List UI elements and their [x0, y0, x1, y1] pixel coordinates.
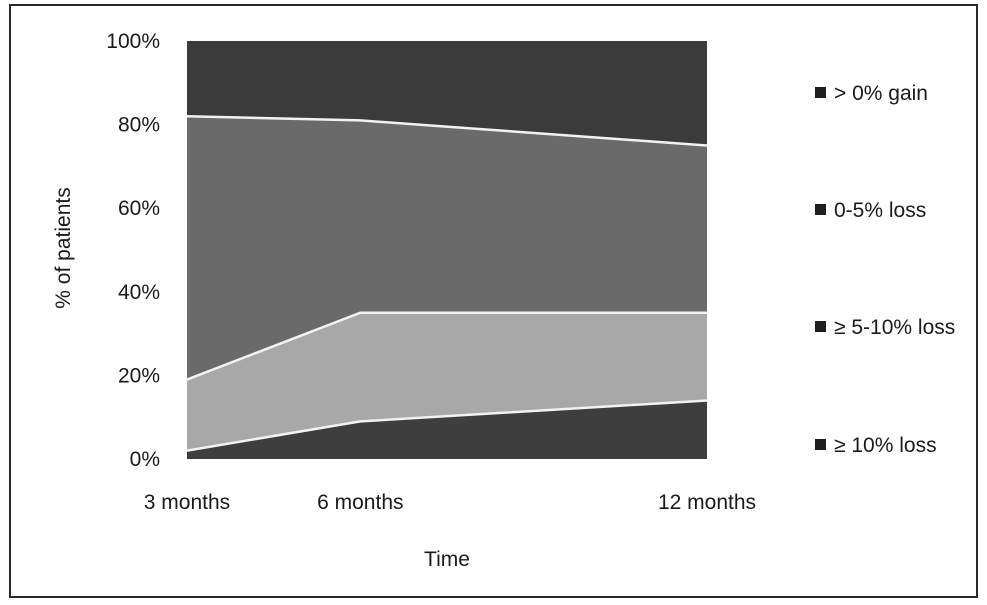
legend-item-0-5-loss: 0-5% loss: [815, 199, 926, 222]
legend-swatch: [815, 321, 826, 332]
series-boundaries: [186, 114, 708, 452]
y-tick-label: 40%: [118, 281, 160, 304]
legend-item-0-gain: > 0% gain: [815, 82, 928, 105]
y-tick-labels: 0% 20% 40% 60% 80% 100%: [106, 30, 160, 471]
y-tick-label: 0%: [130, 448, 160, 471]
area-0-5-loss: [187, 116, 707, 380]
y-tick-label: 80%: [118, 114, 160, 137]
area-5-10-loss: [187, 312, 707, 451]
legend-swatch: [815, 439, 826, 450]
boundary-10-loss: [186, 399, 708, 452]
legend-label: > 0% gain: [834, 82, 928, 105]
x-tick-labels: 3 months 6 months 12 months: [144, 491, 756, 514]
y-tick-label: 60%: [118, 197, 160, 220]
y-axis-title: % of patients: [52, 187, 75, 308]
x-tick-label: 12 months: [658, 491, 756, 514]
area-0-gain: [187, 41, 707, 146]
area-10-loss: [187, 400, 707, 459]
legend-swatch: [815, 204, 826, 215]
boundary-5-10-loss: [186, 311, 707, 381]
legend-item-10-loss: ≥ 10% loss: [815, 434, 937, 457]
boundary-0-5-loss: [186, 114, 708, 147]
y-tick-label: 20%: [118, 364, 160, 387]
x-tick-label: 3 months: [144, 491, 230, 514]
legend-label: ≥ 10% loss: [834, 434, 937, 457]
legend-label: 0-5% loss: [834, 199, 926, 222]
x-tick-label: 6 months: [317, 491, 403, 514]
y-tick-label: 100%: [106, 30, 160, 53]
legend-label: ≥ 5-10% loss: [834, 316, 955, 339]
legend-swatch: [815, 87, 826, 98]
legend-item-5-10-loss: ≥ 5-10% loss: [815, 316, 955, 339]
legend: > 0% gain 0-5% loss ≥ 5-10% loss ≥ 10% loss: [815, 82, 955, 457]
x-axis-title: Time: [424, 548, 470, 571]
area-layers: [187, 41, 707, 459]
